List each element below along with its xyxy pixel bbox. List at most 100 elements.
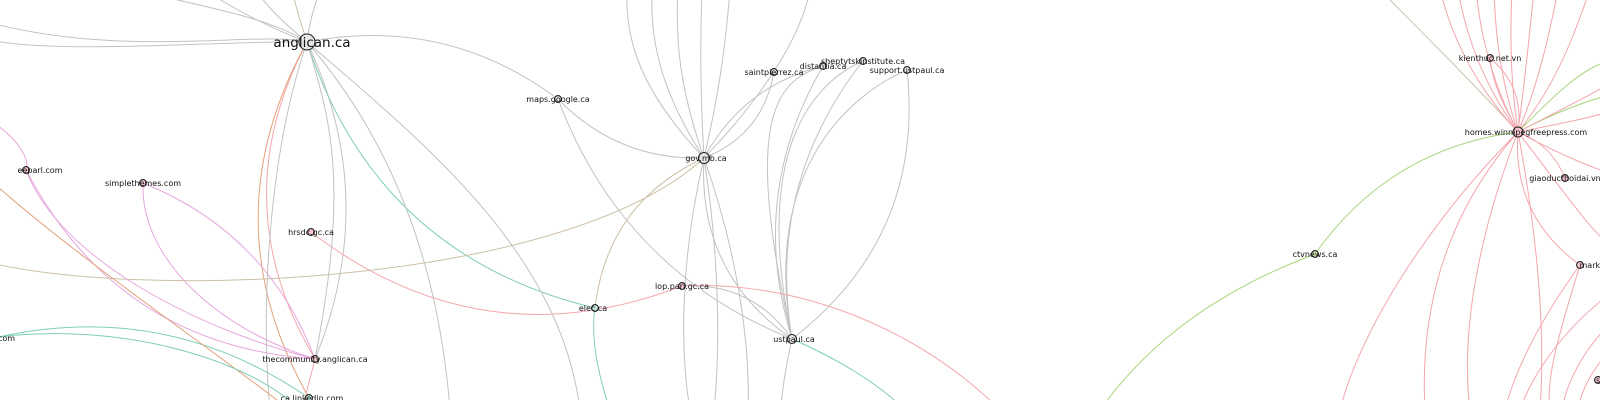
edge-extra-23 [778,60,864,340]
edge-homeswinnipeg-giaoduc [1517,131,1566,179]
edge-ctvnews-homeswinnipeg [1314,131,1519,255]
edge-extra-26 [593,307,608,400]
node-label-sheptytsky: sheptytskinstitute.ca [821,57,905,66]
node-simplethemes[interactable] [139,179,147,187]
node-mapsgoogle[interactable] [554,95,562,103]
edge-extra-57 [1563,334,1600,400]
node-giaoduc[interactable] [1561,174,1569,182]
edge-extra-30 [142,182,316,360]
node-label-distantia: distantia.ca [800,62,847,71]
edge-ustpaul-supportustpaul [791,69,910,340]
edge-simplethemes-thecommunity [142,182,316,360]
edge-extra-38 [1442,0,1519,133]
edge-anglican-thecommunity [266,41,316,360]
edge-govmb-mapsgoogle [557,98,705,159]
node-sheptytsky[interactable] [859,57,867,65]
node-label-marketplace: marketplac [1580,261,1600,270]
edge-extra-31 [0,188,278,400]
edge-extra-19 [703,157,719,400]
edge-govmb-elections [594,157,705,309]
edge-anglican-mapsgoogle [306,35,559,100]
node-ustpaul[interactable] [786,333,798,345]
node-anglican[interactable] [298,33,316,51]
node-label-eeparl: eeparl.com [18,166,63,175]
edge-govmb-saintpierrez [703,71,775,159]
edge-extra-21 [781,338,793,400]
edge-extra-25 [791,338,895,400]
node-linkedin[interactable] [305,394,313,400]
node-s_edge[interactable] [1594,376,1600,384]
node-govmb[interactable] [697,151,711,165]
edge-extra-12 [651,0,705,159]
node-label-mapsgoogle: maps.google.ca [526,95,590,104]
node-saintpierrez[interactable] [770,68,778,76]
edge-govmb-distantia [703,65,824,159]
node-label-lopparl: lop.parl.gc.ca [655,282,709,291]
edge-extra-51 [1517,131,1543,400]
edge-eeparl-thecommunity [25,169,316,360]
edge-extra-56 [1523,301,1600,400]
edge-extra-29 [0,126,28,171]
edge-extra-27 [681,285,991,400]
edge-extra-24 [785,69,908,340]
edge-extra-52 [1517,131,1600,237]
edge-extra-8 [306,41,450,400]
node-hrsdc[interactable] [307,228,315,236]
edge-extra-55 [1548,264,1581,400]
edge-extra-2 [219,0,308,43]
node-label-supportustpaul: support.ustpaul.ca [870,66,945,75]
node-lopparl[interactable] [678,282,686,290]
edge-extra-28 [25,169,316,360]
edge-extra-13 [676,0,705,159]
edge-extra-45 [1517,0,1587,133]
node-marketplace[interactable] [1576,261,1584,269]
node-label-simplethemes: simplethemes.com [105,179,181,188]
node-thecommunity[interactable] [311,355,319,363]
edge-extra-20 [0,157,705,282]
edge-govmb-ustpaul [703,157,793,340]
edge-extra-6 [0,41,308,48]
edge-extra-34 [1106,253,1316,400]
edge-extra-7 [306,41,579,400]
node-supportustpaul[interactable] [903,66,911,74]
node-label-linkedin: ca.linkedin.com [281,394,344,400]
node-label-thecommunity: thecommunity.anglican.ca [262,355,367,364]
node-label-giaoduc: giaoducthoidai.vn [1529,174,1600,183]
edge-extra-48 [1423,131,1519,400]
edge-extra-35 [1517,63,1600,133]
node-homeswinnipeg[interactable] [1512,126,1524,138]
edge-extra-22 [766,65,824,340]
node-ctvnews[interactable] [1311,250,1319,258]
edge-extra-33 [304,358,316,400]
edge-extra-43 [1517,0,1534,133]
node-label-ustpaul: ustpaul.ca [773,335,815,344]
labels-layer: anglican.ca eeparl.com simplethemes.com hrs… [0,35,1600,400]
edge-extra-0 [175,0,308,43]
edge-extra-50 [1342,131,1519,400]
node-label-hrsdc: hrsdc.gc.ca [288,228,334,237]
edge-extra-49 [1466,131,1519,400]
node-distantia[interactable] [819,62,827,70]
edge-extra-46 [1517,88,1600,133]
edge-extra-10 [306,41,335,360]
node-label-govmb: gov.mb.ca [685,154,726,163]
edge-extra-59 [1489,57,1519,133]
edge-extra-39 [1459,0,1519,133]
edge-ustpaul-mapsgoogle [557,98,793,340]
edge-extra-9 [265,41,308,400]
node-label-kienthuc: kienthuc.net.vn [1459,54,1522,63]
node-kienthuc[interactable] [1486,54,1494,62]
edge-extra-58 [1579,361,1600,400]
node-label-elections: elec.ca [579,304,607,313]
edge-extra-14 [700,0,705,159]
edge-extra-37 [1389,0,1519,133]
edge-extra-17 [683,157,705,400]
edge-extra-5 [262,0,308,43]
node-elections[interactable] [591,304,599,312]
edge-ustpaul-sheptytsky [786,60,864,340]
edge-hrsdc-lopparl [310,231,683,315]
node-eeparl[interactable] [22,166,30,174]
edge-extra-42 [1510,0,1519,133]
edge-anglican-thecommunity [306,41,347,360]
